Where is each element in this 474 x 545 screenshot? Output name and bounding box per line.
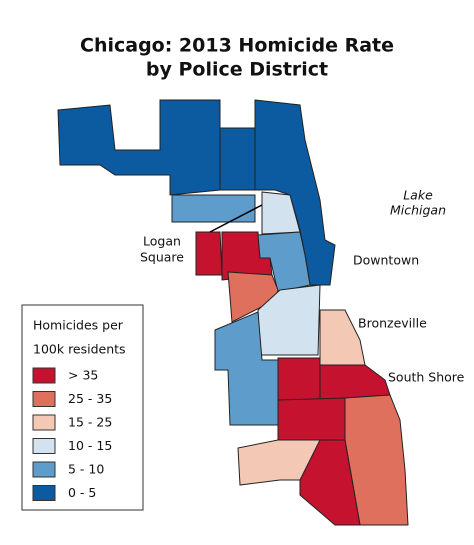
- district: [319, 364, 391, 401]
- legend-box: [21, 304, 144, 511]
- district: [195, 231, 223, 276]
- place-label: Bronzeville: [358, 316, 427, 331]
- district: [299, 439, 361, 526]
- district: [277, 397, 346, 441]
- district: [319, 309, 366, 366]
- legend-label: 25 - 35: [68, 391, 112, 406]
- legend: Homicides per 100k residents > 35 25 - 35…: [21, 304, 144, 511]
- legend-swatch: [32, 391, 56, 407]
- legend-label: 15 - 25: [68, 415, 112, 430]
- district: [254, 99, 336, 286]
- legend-label: 0 - 5: [68, 485, 96, 500]
- district: [171, 194, 256, 223]
- legend-swatch: [32, 485, 56, 501]
- place-label: Logan: [143, 234, 181, 249]
- districts: [57, 99, 409, 526]
- lake-label: Lake: [403, 188, 433, 203]
- lake-label: Michigan: [390, 203, 446, 218]
- legend-label: > 35: [68, 368, 98, 383]
- legend-label: 5 - 10: [68, 462, 104, 477]
- district: [277, 357, 321, 401]
- leader-line: [209, 204, 263, 233]
- district: [57, 99, 221, 196]
- legend-swatch: [32, 438, 56, 454]
- title: Chicago: 2013 Homicide Rate: [80, 35, 394, 57]
- legend-title: Homicides per: [33, 318, 124, 333]
- legend-title: 100k residents: [33, 342, 126, 357]
- title: by Police District: [146, 59, 328, 81]
- place-label: Square: [140, 250, 184, 265]
- place-label: Downtown: [353, 253, 419, 268]
- place-label: South Shore: [388, 370, 465, 385]
- legend-swatch: [32, 461, 56, 478]
- legend-swatch: [32, 367, 56, 384]
- district: [219, 127, 256, 191]
- legend-label: 10 - 15: [68, 438, 112, 453]
- legend-swatch: [32, 414, 56, 431]
